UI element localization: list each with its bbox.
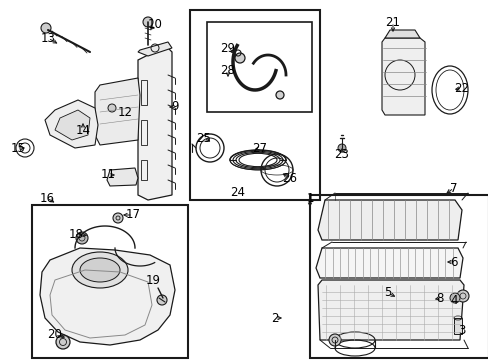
Text: 27: 27 (252, 141, 267, 154)
Text: 5: 5 (384, 287, 391, 300)
Circle shape (41, 23, 51, 33)
Text: 12: 12 (117, 107, 132, 120)
Circle shape (56, 335, 70, 349)
Polygon shape (95, 78, 140, 145)
Polygon shape (45, 100, 98, 148)
Circle shape (157, 295, 167, 305)
Circle shape (337, 144, 346, 152)
Ellipse shape (80, 258, 120, 282)
Bar (190, 10, 319, 200)
Circle shape (142, 17, 153, 27)
Circle shape (449, 293, 459, 303)
Polygon shape (317, 280, 463, 340)
Bar (453, 318, 461, 334)
Text: 14: 14 (75, 123, 90, 136)
Circle shape (456, 290, 468, 302)
Polygon shape (384, 30, 419, 38)
Circle shape (113, 213, 123, 223)
Circle shape (328, 334, 340, 346)
Text: 19: 19 (145, 274, 160, 287)
Text: 20: 20 (47, 328, 62, 342)
Text: 1: 1 (305, 192, 313, 204)
Circle shape (76, 232, 88, 244)
Bar (141, 160, 147, 180)
Text: 15: 15 (11, 141, 25, 154)
Bar (141, 120, 147, 145)
Text: 8: 8 (435, 292, 443, 305)
Text: 23: 23 (334, 148, 349, 162)
Text: 21: 21 (385, 15, 400, 28)
Text: 7: 7 (449, 181, 457, 194)
Polygon shape (381, 38, 424, 115)
Polygon shape (138, 48, 172, 200)
Circle shape (108, 104, 116, 112)
Text: 24: 24 (230, 186, 245, 199)
Bar (206, 22, 311, 112)
Text: 2: 2 (271, 311, 278, 324)
Polygon shape (315, 248, 462, 278)
Polygon shape (40, 248, 175, 345)
Text: 3: 3 (457, 324, 465, 337)
Text: 29: 29 (220, 41, 235, 54)
Text: 22: 22 (453, 81, 468, 94)
Text: 10: 10 (147, 18, 162, 31)
Bar (32, 205, 187, 358)
Text: 25: 25 (196, 131, 211, 144)
Polygon shape (55, 110, 90, 140)
Circle shape (275, 91, 284, 99)
Polygon shape (107, 168, 138, 186)
Bar (141, 80, 147, 105)
Text: 11: 11 (101, 168, 115, 181)
Text: 26: 26 (282, 171, 297, 184)
Text: 13: 13 (41, 31, 55, 45)
Text: 6: 6 (449, 256, 457, 269)
Text: 9: 9 (171, 100, 179, 113)
Ellipse shape (72, 252, 128, 288)
Polygon shape (138, 42, 172, 56)
Text: 17: 17 (125, 208, 140, 221)
Text: 18: 18 (68, 228, 83, 240)
Text: 16: 16 (40, 192, 54, 204)
Circle shape (235, 53, 244, 63)
Text: 4: 4 (449, 293, 457, 306)
Bar (309, 195, 488, 358)
Text: 28: 28 (220, 63, 235, 77)
Polygon shape (317, 200, 461, 240)
